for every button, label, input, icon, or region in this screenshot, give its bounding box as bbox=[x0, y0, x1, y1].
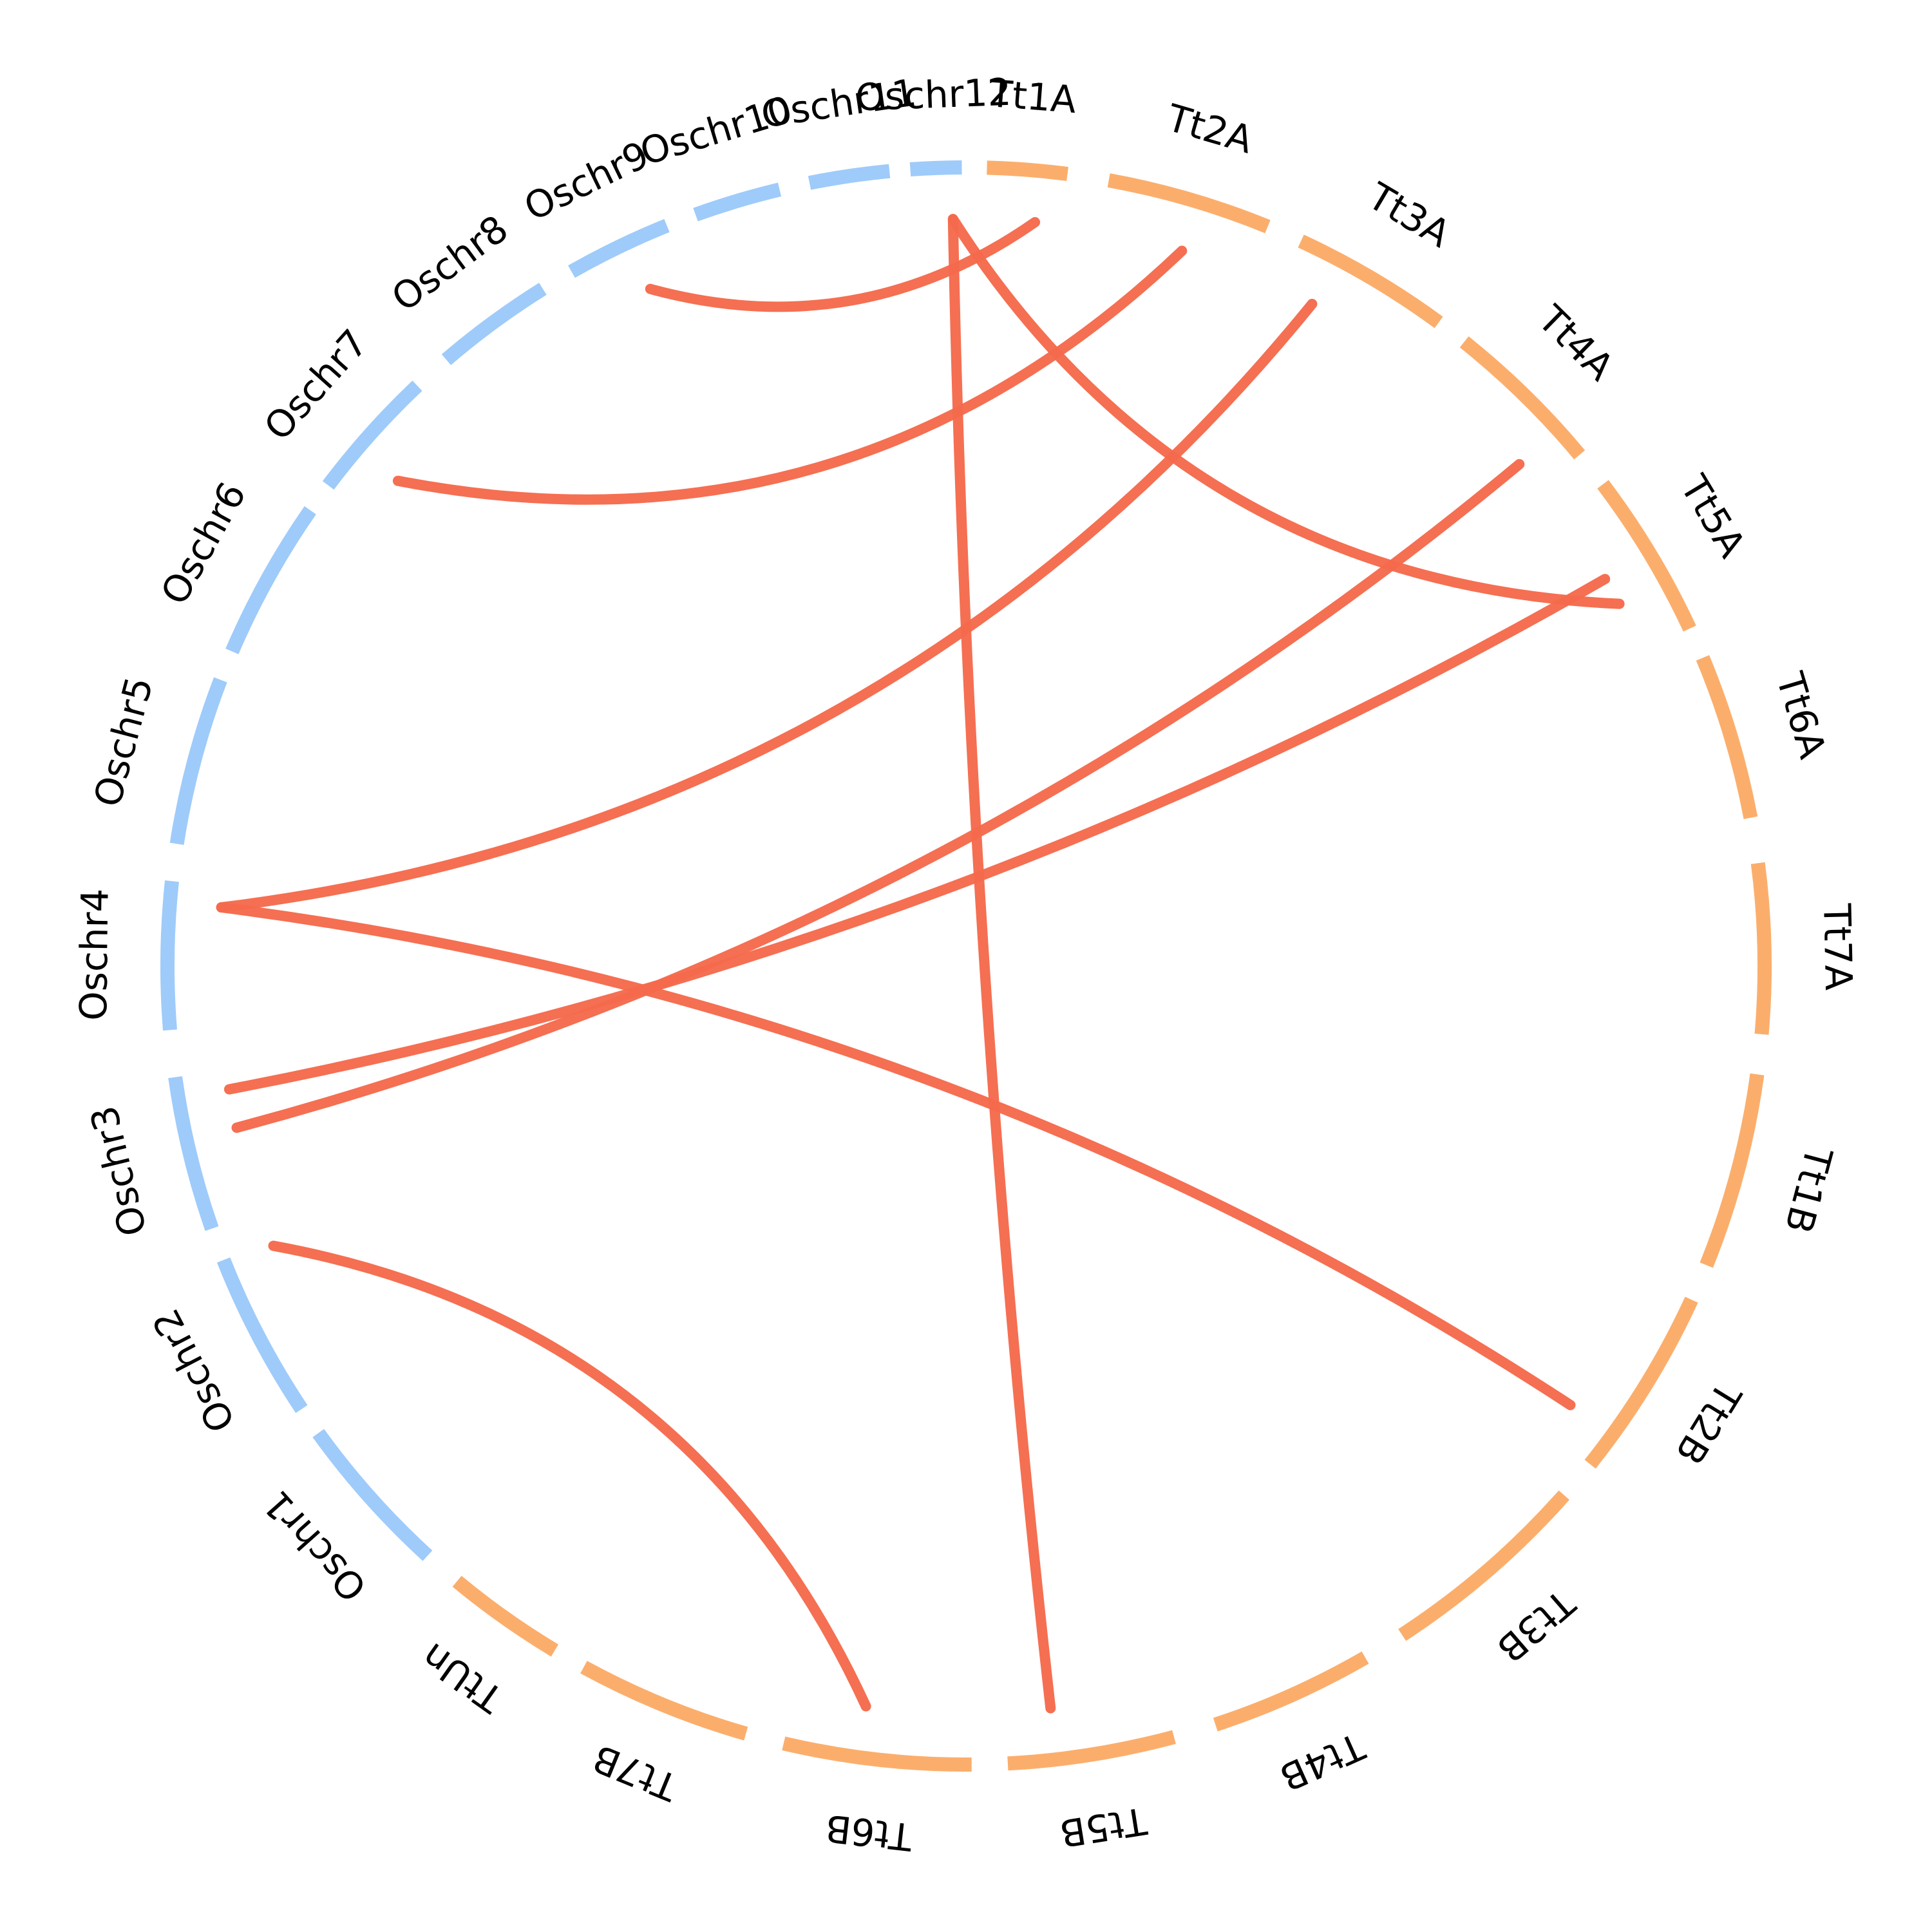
synteny-link-oschr2-tt6b bbox=[268, 1240, 871, 1712]
chromosome-segment-tt2a bbox=[1107, 173, 1271, 234]
chromosome-segment-tt2b bbox=[1584, 1296, 1698, 1469]
chromosome-segment-oschr6 bbox=[225, 506, 316, 654]
synteny-link-oschr3-tt4a bbox=[231, 459, 1525, 1133]
chromosome-label-oschr2: Oschr2 bbox=[144, 1302, 243, 1439]
chromosome-segment-tt3a bbox=[1298, 234, 1443, 328]
chromosome-labels: Tt1A Tt2A Tt3A Tt4A Tt5A Tt6A Tt7A Tt1B Tt2B Tt3B… bbox=[71, 70, 1861, 1859]
synteny-link-oschr4-tt2b bbox=[216, 902, 1576, 1410]
chromosome-label-tt3a: Tt3A bbox=[1360, 174, 1458, 256]
chromosome-segment-tt1a bbox=[987, 160, 1069, 182]
chromosome-label-tt4b: Tt4B bbox=[1273, 1724, 1371, 1800]
synteny-links bbox=[216, 214, 1625, 1714]
chromosome-ring bbox=[160, 160, 1772, 1772]
chromosome-label-tt4a: Tt4A bbox=[1530, 297, 1623, 390]
chromosome-segment-oschr1 bbox=[312, 1428, 433, 1561]
chromosome-segment-oschr5 bbox=[169, 677, 227, 845]
chromosome-label-oschr4: Oschr4 bbox=[71, 888, 117, 1021]
chromosome-segment-tt5a bbox=[1597, 480, 1696, 632]
chromosome-label-tt3b: Tt3B bbox=[1488, 1580, 1583, 1671]
chromosome-segment-oschr11 bbox=[808, 164, 891, 190]
chromosome-segment-oschr10 bbox=[693, 182, 782, 222]
synteny-link-oschr12-tt5b bbox=[947, 214, 1056, 1714]
chromosome-segment-tt4b bbox=[1213, 1651, 1369, 1732]
chromosome-segment-tt7a bbox=[1750, 862, 1772, 1035]
chromosome-label-oschr9: Oschr9 bbox=[518, 133, 656, 230]
chromosome-segment-oschr9 bbox=[568, 219, 670, 278]
chromosome-label-oschr3: Oschr3 bbox=[82, 1102, 155, 1240]
chromosome-label-oschr5: Oschr5 bbox=[85, 672, 161, 811]
chromosome-segment-tt7b bbox=[580, 1661, 748, 1741]
chromosome-label-oschr1: Oschr1 bbox=[254, 1482, 375, 1609]
chromosome-label-tt7a: Tt7A bbox=[1815, 902, 1861, 991]
chromosome-segment-tt3b bbox=[1398, 1490, 1569, 1642]
synteny-link-oschr3-tt6a bbox=[223, 574, 1611, 1095]
chromosome-label-tt2b: Tt2B bbox=[1667, 1374, 1750, 1472]
chromosome-label-tt1a: Tt1A bbox=[987, 71, 1078, 122]
chromosome-segment-ttun bbox=[452, 1575, 559, 1657]
chromosome-segment-tt6a bbox=[1696, 655, 1758, 819]
chromosome-label-tt6a: Tt6A bbox=[1768, 667, 1835, 764]
chromosome-label-tt1b: Tt1B bbox=[1776, 1142, 1841, 1238]
chromosome-label-tt5a: Tt5A bbox=[1672, 468, 1754, 565]
chromosome-label-oschr7: Oschr7 bbox=[256, 321, 377, 448]
chromosome-segment-oschr3 bbox=[168, 1076, 219, 1231]
chromosome-segment-tt4a bbox=[1459, 336, 1586, 460]
chromosome-segment-oschr2 bbox=[216, 1257, 308, 1414]
chromosome-label-ttun: TtUn bbox=[413, 1634, 511, 1721]
chromosome-segment-oschr12 bbox=[909, 160, 962, 176]
chromosome-label-oschr12: Oschr12 bbox=[855, 70, 1012, 120]
chromosome-segment-tt1b bbox=[1700, 1073, 1765, 1268]
chromosome-segment-oschr8 bbox=[441, 283, 547, 365]
chromosome-label-oschr6: Oschr6 bbox=[152, 475, 254, 611]
synteny-link-oschr10-tt1a bbox=[645, 217, 1041, 312]
chromosome-segment-tt5b bbox=[1007, 1730, 1176, 1771]
chromosome-label-oschr8: Oschr8 bbox=[384, 207, 516, 320]
synteny-link-oschr7-tt2a bbox=[392, 245, 1188, 505]
chromosome-segment-oschr7 bbox=[322, 381, 422, 490]
chromosome-segment-oschr4 bbox=[160, 880, 179, 1031]
synteny-link-oschr12-tt5a bbox=[947, 214, 1625, 609]
chromosome-label-tt5b: Tt5B bbox=[1057, 1799, 1150, 1856]
chromosome-label-tt7b: Tt7B bbox=[587, 1736, 685, 1810]
synteny-link-oschr4-tt3a bbox=[216, 299, 1318, 913]
chromosome-label-tt6b: Tt6B bbox=[823, 1806, 915, 1859]
chromosome-label-tt2a: Tt2A bbox=[1162, 95, 1258, 162]
chromosome-segment-tt6b bbox=[782, 1736, 972, 1772]
